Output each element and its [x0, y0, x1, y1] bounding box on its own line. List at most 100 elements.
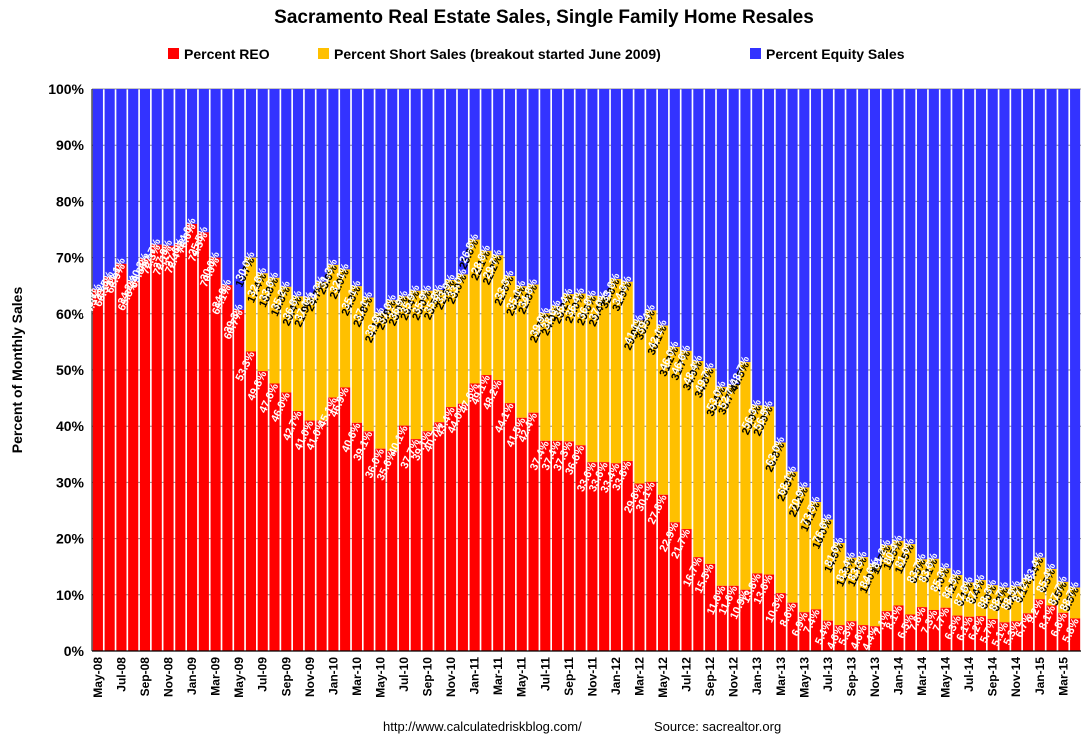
- bar-short-sale: [740, 362, 751, 590]
- bar-equity: [646, 89, 657, 311]
- bar-reo: [716, 585, 727, 651]
- bar-short-sale: [1046, 568, 1057, 606]
- bar-short-sale: [763, 406, 775, 575]
- bar-reo: [787, 602, 798, 651]
- bar-short-sale: [446, 280, 457, 408]
- bar-equity: [610, 89, 621, 279]
- x-tick-label: May-11: [515, 657, 529, 697]
- footer-url: http://www.calculatedriskblog.com/: [383, 719, 582, 734]
- bar-short-sale: [787, 471, 798, 603]
- bar-reo: [881, 611, 892, 651]
- bar-reo: [1046, 605, 1057, 651]
- bar-reo: [905, 614, 916, 651]
- bar-reo: [587, 462, 598, 651]
- legend-swatch: [168, 48, 179, 59]
- bar-equity: [410, 89, 421, 291]
- x-tick-label: Sep-13: [844, 657, 858, 697]
- bar-reo: [928, 609, 939, 651]
- bar-short-sale: [669, 346, 680, 523]
- bar-short-sale: [822, 519, 833, 621]
- bar-equity: [681, 89, 692, 351]
- bar-reo: [328, 397, 339, 651]
- x-tick-label: Mar-12: [632, 657, 646, 696]
- bar-equity: [187, 89, 198, 224]
- bar-short-sale: [434, 290, 445, 423]
- x-tick-label: Jul-11: [538, 657, 552, 691]
- bar-equity: [693, 89, 704, 362]
- x-tick-label: Sep-11: [562, 657, 576, 696]
- bar-equity: [905, 89, 916, 545]
- x-tick-label: Mar-15: [1056, 657, 1070, 696]
- legend-swatch: [750, 48, 761, 59]
- bar-short-sale: [587, 295, 598, 463]
- bar-equity: [657, 89, 669, 326]
- y-tick-label: 20%: [56, 531, 85, 547]
- bar-short-sale: [328, 264, 339, 398]
- x-tick-label: Mar-14: [915, 657, 929, 696]
- bar-reo: [1011, 621, 1022, 651]
- y-tick-label: 40%: [56, 418, 85, 434]
- bar-short-sale: [964, 582, 975, 617]
- bar-short-sale: [646, 310, 657, 482]
- bar-equity: [1034, 89, 1045, 558]
- bar-reo: [940, 607, 951, 651]
- bar-reo: [316, 420, 327, 651]
- bar-equity: [858, 89, 869, 558]
- bar-equity: [422, 89, 433, 291]
- bar-reo: [858, 625, 869, 651]
- bar-equity: [446, 89, 457, 281]
- x-tick-label: Sep-14: [986, 657, 1000, 697]
- bar-reo: [92, 289, 103, 651]
- legend: Percent REO Percent Short Sales (breakout…: [168, 46, 905, 62]
- bar-short-sale: [752, 405, 763, 574]
- bar-equity: [281, 89, 292, 287]
- bar-equity: [116, 89, 127, 264]
- bar-equity: [316, 89, 327, 282]
- bar-equity: [881, 89, 892, 546]
- bar-equity: [504, 89, 516, 277]
- bar-equity: [175, 89, 186, 245]
- x-tick-label: May-12: [656, 657, 670, 698]
- bar-short-sale: [540, 313, 551, 441]
- bar-equity: [987, 89, 998, 586]
- bar-short-sale: [987, 585, 998, 619]
- legend-label: Percent Short Sales (breakout started Ju…: [334, 46, 661, 62]
- bar-equity: [516, 89, 527, 287]
- bar-reo: [398, 425, 410, 651]
- bar-short-sale: [811, 502, 822, 610]
- bar-equity: [222, 89, 233, 286]
- bar-reo: [175, 244, 186, 651]
- x-tick-label: Nov-12: [727, 657, 741, 697]
- bar-short-sale: [398, 296, 410, 426]
- bar-reo: [151, 244, 162, 651]
- bar-reo: [128, 281, 139, 651]
- bar-equity: [599, 89, 610, 297]
- bar-equity: [234, 89, 245, 310]
- bar-equity: [292, 89, 304, 297]
- bar-equity: [151, 89, 162, 245]
- bar-equity: [457, 89, 468, 275]
- bar-short-sale: [375, 313, 386, 449]
- bar-reo: [752, 573, 763, 651]
- bars: [92, 89, 1081, 651]
- x-tick-label: Mar-09: [209, 657, 223, 696]
- bar-reo: [952, 615, 963, 651]
- bar-short-sale: [869, 564, 881, 627]
- y-tick-label: 10%: [56, 587, 85, 603]
- bar-reo: [493, 380, 504, 651]
- bar-equity: [1046, 89, 1057, 569]
- bar-reo: [740, 589, 751, 651]
- bar-reo: [964, 616, 975, 651]
- plot-area: 0% 10% 20% 30% 40% 50% 60% 70% 80% 90% 100% May-08 J…: [48, 81, 1082, 698]
- bar-short-sale: [1034, 557, 1045, 600]
- bar-short-sale: [634, 320, 645, 484]
- bar-short-sale: [705, 368, 716, 564]
- bar-short-sale: [493, 255, 504, 381]
- y-tick-label: 100%: [48, 81, 84, 97]
- bar-short-sale: [681, 350, 692, 530]
- bar-reo: [292, 411, 304, 651]
- bar-reo: [481, 375, 492, 651]
- legend-label: Percent REO: [184, 46, 270, 62]
- bar-equity: [869, 89, 881, 565]
